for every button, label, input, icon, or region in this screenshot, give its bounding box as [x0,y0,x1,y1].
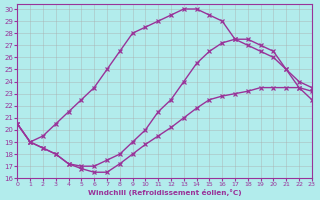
X-axis label: Windchill (Refroidissement éolien,°C): Windchill (Refroidissement éolien,°C) [88,189,241,196]
